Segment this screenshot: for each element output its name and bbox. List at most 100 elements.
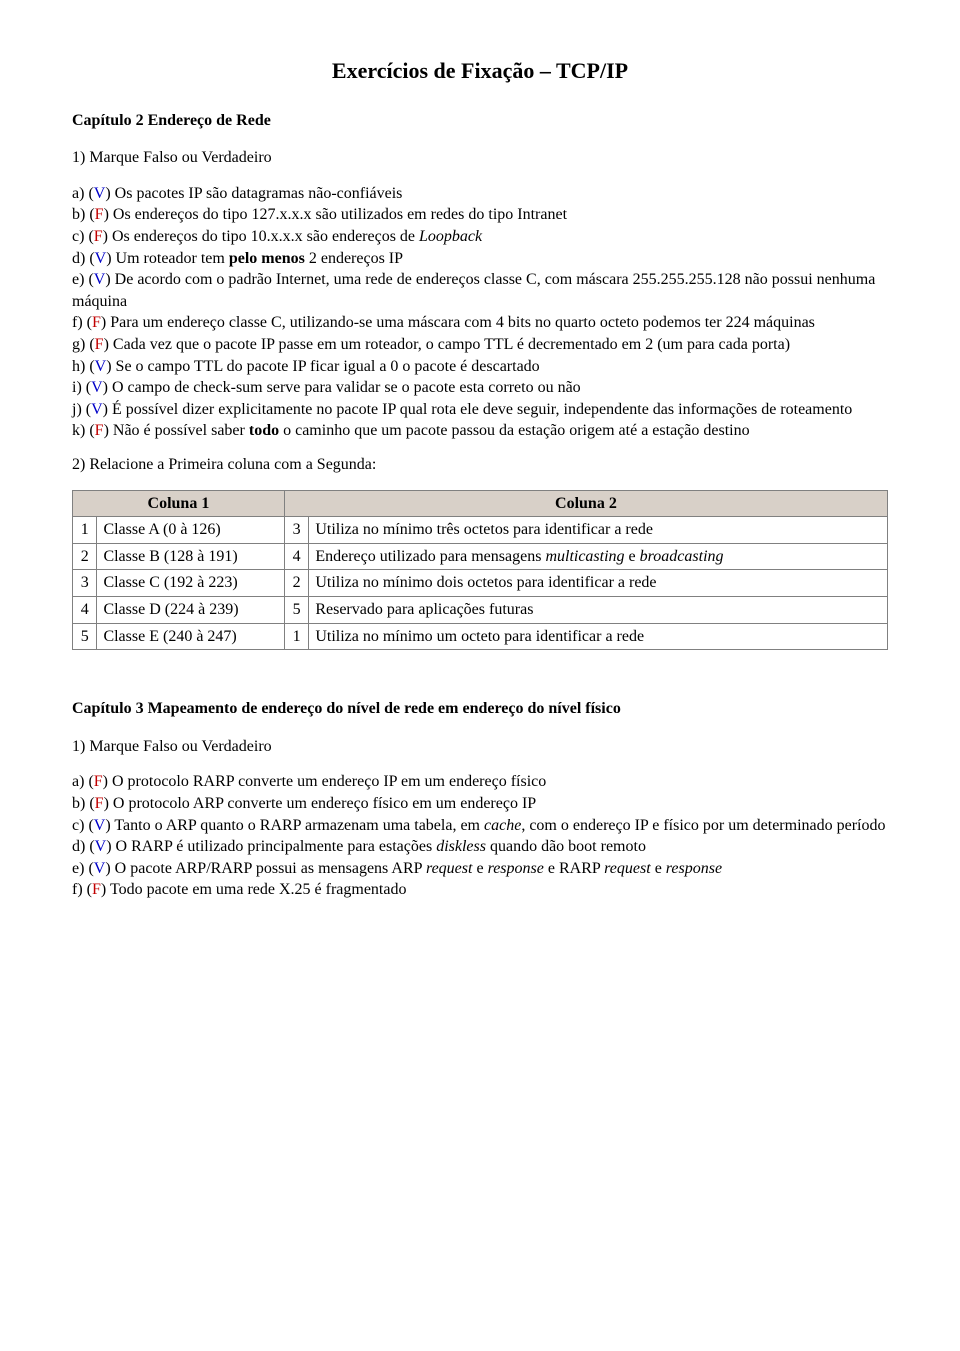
italic-text: request bbox=[604, 860, 651, 877]
italic-text: response bbox=[488, 860, 544, 877]
item-text: Tanto o ARP quanto o RARP armazenam uma … bbox=[114, 817, 484, 834]
c2-text: Endereço utilizado para mensagens bbox=[315, 548, 545, 565]
mark: F bbox=[94, 228, 103, 245]
row-c2: Endereço utilizado para mensagens multic… bbox=[309, 543, 888, 570]
chapter3-q1-label: 1) Marque Falso ou Verdadeiro bbox=[72, 736, 888, 758]
row-c1: Classe C (192 à 223) bbox=[97, 570, 284, 597]
mark: V bbox=[95, 250, 107, 267]
row-num1: 3 bbox=[73, 570, 97, 597]
c2-item-g: g) (F) Cada vez que o pacote IP passe em… bbox=[72, 334, 888, 356]
item-letter: c) bbox=[72, 817, 84, 834]
item-text: Cada vez que o pacote IP passe em um rot… bbox=[113, 336, 790, 353]
c3-item-a: a) (F) O protocolo RARP converte um ende… bbox=[72, 771, 888, 793]
table-row: 5 Classe E (240 à 247) 1 Utiliza no míni… bbox=[73, 623, 888, 650]
item-text: Se o campo TTL do pacote IP ficar igual … bbox=[116, 358, 540, 375]
row-c1: Classe D (224 à 239) bbox=[97, 596, 284, 623]
item-text: De acordo com o padrão Internet, uma red… bbox=[72, 271, 875, 310]
mark: V bbox=[94, 185, 106, 202]
c2-item-f: f) (F) Para um endereço classe C, utiliz… bbox=[72, 312, 888, 334]
row-num2: 5 bbox=[284, 596, 308, 623]
item-letter: f) bbox=[72, 881, 83, 898]
c3-item-b: b) (F) O protocolo ARP converte um ender… bbox=[72, 793, 888, 815]
chapter2-q1-label: 1) Marque Falso ou Verdadeiro bbox=[72, 147, 888, 169]
item-letter: a) bbox=[72, 773, 84, 790]
item-text: Um roteador tem bbox=[116, 250, 229, 267]
item-letter: f) bbox=[72, 314, 83, 331]
italic-text: broadcasting bbox=[640, 548, 724, 565]
table-row: 2 Classe B (128 à 191) 4 Endereço utiliz… bbox=[73, 543, 888, 570]
item-text: Todo pacote em uma rede X.25 é fragmenta… bbox=[110, 881, 407, 898]
item-letter: d) bbox=[72, 250, 85, 267]
bold-text: pelo menos bbox=[229, 250, 305, 267]
chapter2-heading: Capítulo 2 Endereço de Rede bbox=[72, 110, 888, 132]
item-letter: i) bbox=[72, 379, 82, 396]
item-text: O campo de check-sum serve para validar … bbox=[112, 379, 581, 396]
row-c2: Utiliza no mínimo três octetos para iden… bbox=[309, 517, 888, 544]
mark: V bbox=[94, 860, 106, 877]
item-text: Os endereços do tipo 10.x.x.x são endere… bbox=[112, 228, 419, 245]
c2-item-e: e) (V) De acordo com o padrão Internet, … bbox=[72, 269, 888, 312]
col2-header: Coluna 2 bbox=[284, 490, 887, 517]
row-num1: 1 bbox=[73, 517, 97, 544]
item-text: Os pacotes IP são datagramas não-confiáv… bbox=[115, 185, 403, 202]
row-c2: Utiliza no mínimo um octeto para identif… bbox=[309, 623, 888, 650]
c2-item-h: h) (V) Se o campo TTL do pacote IP ficar… bbox=[72, 356, 888, 378]
item-letter: e) bbox=[72, 860, 84, 877]
row-c2: Reservado para aplicações futuras bbox=[309, 596, 888, 623]
c2-item-j: j) (V) É possível dizer explicitamente n… bbox=[72, 399, 888, 421]
c2-text: e bbox=[625, 548, 640, 565]
italic-text: response bbox=[666, 860, 722, 877]
row-num2: 2 bbox=[284, 570, 308, 597]
item-letter: b) bbox=[72, 206, 85, 223]
bold-text: todo bbox=[249, 422, 279, 439]
row-num2: 1 bbox=[284, 623, 308, 650]
item-text-after: o caminho que um pacote passou da estaçã… bbox=[279, 422, 750, 439]
italic-text: Loopback bbox=[419, 228, 482, 245]
item-text: Para um endereço classe C, utilizando-se… bbox=[110, 314, 815, 331]
italic-text: cache bbox=[484, 817, 521, 834]
row-num2: 3 bbox=[284, 517, 308, 544]
item-letter: a) bbox=[72, 185, 84, 202]
c3-item-d: d) (V) O RARP é utilizado principalmente… bbox=[72, 836, 888, 858]
item-letter: j) bbox=[72, 401, 82, 418]
item-letter: h) bbox=[72, 358, 85, 375]
c2-item-k: k) (F) Não é possível saber todo o camin… bbox=[72, 420, 888, 442]
table-row: 4 Classe D (224 à 239) 5 Reservado para … bbox=[73, 596, 888, 623]
item-letter: c) bbox=[72, 228, 84, 245]
mark: F bbox=[95, 206, 104, 223]
paren-close: ) bbox=[105, 185, 114, 202]
item-letter: b) bbox=[72, 795, 85, 812]
item-text: Não é possível saber bbox=[113, 422, 249, 439]
item-letter: g) bbox=[72, 336, 85, 353]
c3-item-e: e) (V) O pacote ARP/RARP possui as mensa… bbox=[72, 858, 888, 880]
row-num1: 5 bbox=[73, 623, 97, 650]
c2-item-b: b) (F) Os endereços do tipo 127.x.x.x sã… bbox=[72, 204, 888, 226]
relation-table: Coluna 1 Coluna 2 1 Classe A (0 à 126) 3… bbox=[72, 490, 888, 651]
mark: F bbox=[95, 795, 104, 812]
mark: V bbox=[95, 838, 107, 855]
item-text: O protocolo ARP converte um endereço fís… bbox=[113, 795, 536, 812]
row-num2: 4 bbox=[284, 543, 308, 570]
table-row: 1 Classe A (0 à 126) 3 Utiliza no mínimo… bbox=[73, 517, 888, 544]
mark: F bbox=[94, 773, 103, 790]
item-text-after: quando dão boot remoto bbox=[486, 838, 646, 855]
table-header-row: Coluna 1 Coluna 2 bbox=[73, 490, 888, 517]
mark: F bbox=[95, 336, 104, 353]
col1-header: Coluna 1 bbox=[73, 490, 285, 517]
italic-text: diskless bbox=[436, 838, 486, 855]
item-letter: d) bbox=[72, 838, 85, 855]
row-num1: 2 bbox=[73, 543, 97, 570]
italic-text: request bbox=[426, 860, 473, 877]
item-text-after: , com o endereço IP e físico por um dete… bbox=[521, 817, 885, 834]
mark: F bbox=[92, 314, 101, 331]
mark: F bbox=[95, 422, 104, 439]
item-letter: e) bbox=[72, 271, 84, 288]
item-text: O protocolo RARP converte um endereço IP… bbox=[112, 773, 546, 790]
item-text: O pacote ARP/RARP possui as mensagens AR… bbox=[115, 860, 426, 877]
row-c1: Classe B (128 à 191) bbox=[97, 543, 284, 570]
c3-item-c: c) (V) Tanto o ARP quanto o RARP armazen… bbox=[72, 815, 888, 837]
row-c1: Classe A (0 à 126) bbox=[97, 517, 284, 544]
c3-item-f: f) (F) Todo pacote em uma rede X.25 é fr… bbox=[72, 879, 888, 901]
mark: V bbox=[94, 817, 106, 834]
item-text: O RARP é utilizado principalmente para e… bbox=[116, 838, 437, 855]
